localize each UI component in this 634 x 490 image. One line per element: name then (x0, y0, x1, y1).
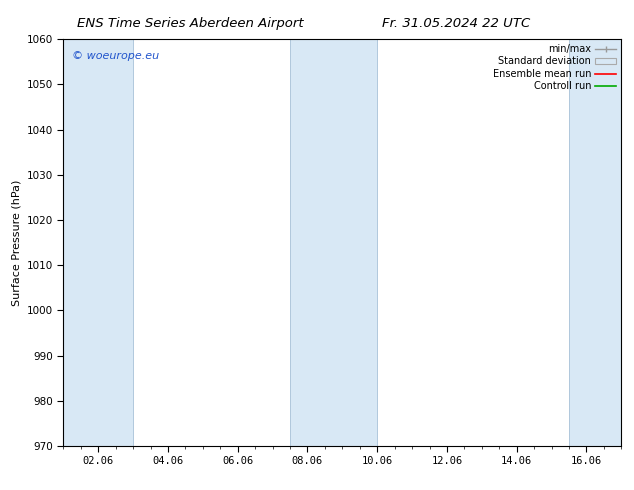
Text: ENS Time Series Aberdeen Airport: ENS Time Series Aberdeen Airport (77, 17, 304, 30)
Legend: min/max, Standard deviation, Ensemble mean run, Controll run: min/max, Standard deviation, Ensemble me… (491, 42, 618, 93)
Text: © woeurope.eu: © woeurope.eu (72, 51, 159, 61)
Bar (569, 39, 621, 446)
Y-axis label: Surface Pressure (hPa): Surface Pressure (hPa) (11, 179, 21, 306)
Text: Fr. 31.05.2024 22 UTC: Fr. 31.05.2024 22 UTC (382, 17, 531, 30)
Bar (290, 39, 377, 446)
Bar (63, 39, 133, 446)
